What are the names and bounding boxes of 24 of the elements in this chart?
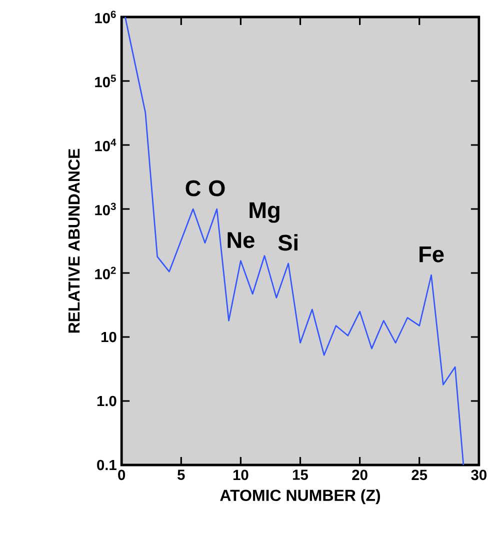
x-tick-label: 30 [471,470,486,480]
x-axis-title: ATOMIC NUMBER (Z) [220,489,380,504]
y-tick-label: 10$^{6}$ [95,10,116,24]
x-tick-label: 5 [178,470,185,480]
annotation: Si [278,234,298,251]
line-series [124,17,464,465]
annotation: Mg [250,202,280,223]
y-tick-label: 10$^{4}$ [95,138,116,152]
y-tick-label: 10$^{3}$ [95,202,116,216]
y-tick-label: 10$^{5}$ [95,74,116,88]
y-tick-label: 1.0 [97,396,116,406]
x-tick-label: 15 [293,470,308,480]
x-tick-label: 0 [118,470,126,480]
y-tick-label: 10$^{2}$ [95,266,116,280]
y-axis-title: RELATIVE ABUNDANCE [68,148,80,333]
annotation: O [208,180,225,196]
y-tick-label: 10 [101,332,116,342]
x-tick-label: 25 [412,470,428,480]
annotation: C [186,180,201,196]
x-tick-label: 10 [233,470,248,480]
annotation: Fe [420,246,444,262]
annotation: Ne [228,232,254,248]
y-tick-label: 0.1 [97,460,116,470]
x-tick-label: 20 [352,470,368,480]
